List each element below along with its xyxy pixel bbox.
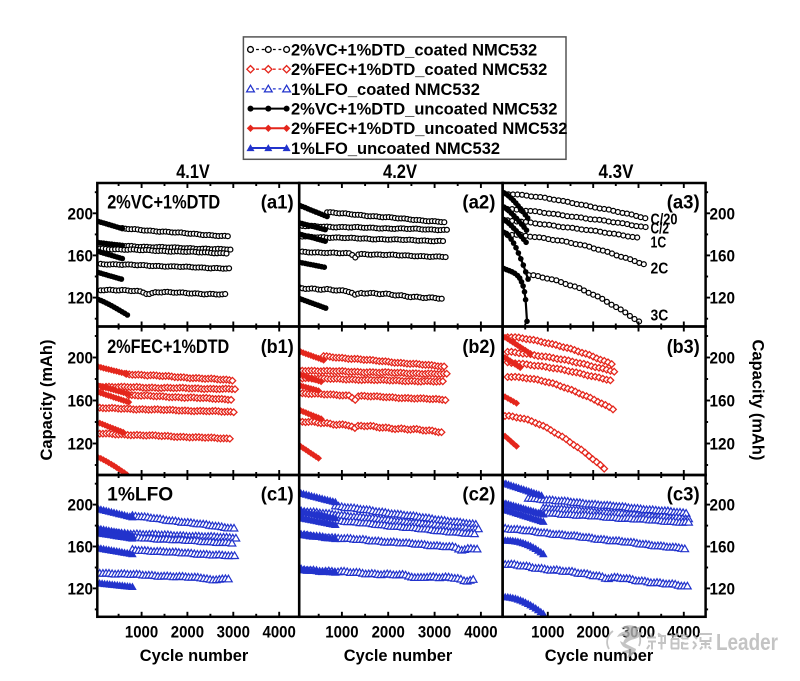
svg-text:3C: 3C <box>651 308 669 325</box>
svg-text:2%FEC+1%DTD_uncoated NMC532: 2%FEC+1%DTD_uncoated NMC532 <box>291 120 567 138</box>
svg-text:(b3): (b3) <box>667 337 700 358</box>
svg-text:120: 120 <box>710 290 736 308</box>
svg-text:2000: 2000 <box>372 624 405 642</box>
svg-text:2%FEC+1%DTD_coated NMC532: 2%FEC+1%DTD_coated NMC532 <box>291 61 547 79</box>
svg-text:200: 200 <box>710 205 736 223</box>
svg-text:200: 200 <box>68 205 94 223</box>
svg-text:(b2): (b2) <box>462 337 495 358</box>
svg-text:1000: 1000 <box>125 624 158 642</box>
svg-text:4000: 4000 <box>464 624 497 642</box>
svg-text:2C: 2C <box>651 261 669 278</box>
svg-text:Cycle number: Cycle number <box>545 647 654 665</box>
svg-text:1000: 1000 <box>325 624 358 642</box>
svg-text:200: 200 <box>710 497 736 515</box>
svg-text:(a2): (a2) <box>462 193 495 214</box>
svg-text:(c3): (c3) <box>667 485 700 506</box>
svg-text:120: 120 <box>68 580 94 598</box>
svg-text:4.2V: 4.2V <box>383 162 417 183</box>
svg-text:160: 160 <box>710 539 736 557</box>
svg-text:120: 120 <box>710 580 736 598</box>
svg-text:3000: 3000 <box>217 624 250 642</box>
svg-text:4000: 4000 <box>263 624 296 642</box>
svg-text:(c2): (c2) <box>462 485 495 506</box>
svg-text:C/20: C/20 <box>651 211 678 228</box>
svg-text:1C: 1C <box>651 235 667 252</box>
svg-text:Leader: Leader <box>716 629 778 655</box>
svg-text:2%VC+1%DTD_coated NMC532: 2%VC+1%DTD_coated NMC532 <box>291 41 537 59</box>
svg-text:2000: 2000 <box>171 624 204 642</box>
svg-text:Cycle number: Cycle number <box>140 647 249 665</box>
svg-text:200: 200 <box>710 350 736 368</box>
svg-text:200: 200 <box>68 497 94 515</box>
svg-text:160: 160 <box>710 393 736 411</box>
svg-text:2%VC+1%DTD: 2%VC+1%DTD <box>107 193 220 214</box>
svg-text:120: 120 <box>68 436 94 454</box>
svg-text:2000: 2000 <box>577 624 610 642</box>
svg-text:1%LFO_uncoated NMC532: 1%LFO_uncoated NMC532 <box>291 140 500 158</box>
svg-text:(a1): (a1) <box>261 193 294 214</box>
svg-text:200: 200 <box>68 350 94 368</box>
svg-text:160: 160 <box>68 247 94 265</box>
svg-text:2%VC+1%DTD_uncoated NMC532: 2%VC+1%DTD_uncoated NMC532 <box>291 101 557 119</box>
svg-text:(b1): (b1) <box>261 337 294 358</box>
svg-text:160: 160 <box>68 393 94 411</box>
svg-text:160: 160 <box>68 539 94 557</box>
svg-text:4.3V: 4.3V <box>599 162 634 183</box>
svg-text:Capacity (mAh): Capacity (mAh) <box>749 340 768 461</box>
svg-text:C/2: C/2 <box>651 221 670 238</box>
svg-text:2%FEC+1%DTD: 2%FEC+1%DTD <box>107 337 229 358</box>
svg-text:120: 120 <box>68 290 94 308</box>
svg-text:Capacity (mAh): Capacity (mAh) <box>37 340 56 461</box>
svg-text:Cycle number: Cycle number <box>344 647 453 665</box>
svg-text:3000: 3000 <box>418 624 451 642</box>
svg-text:(c1): (c1) <box>261 485 294 506</box>
svg-text:4.1V: 4.1V <box>176 162 210 183</box>
svg-text:120: 120 <box>710 436 736 454</box>
svg-text:(a3): (a3) <box>667 193 700 214</box>
svg-text:160: 160 <box>710 247 736 265</box>
svg-text:1%LFO_coated NMC532: 1%LFO_coated NMC532 <box>291 81 480 99</box>
svg-text:1%LFO: 1%LFO <box>107 485 173 506</box>
svg-text:1000: 1000 <box>531 624 564 642</box>
